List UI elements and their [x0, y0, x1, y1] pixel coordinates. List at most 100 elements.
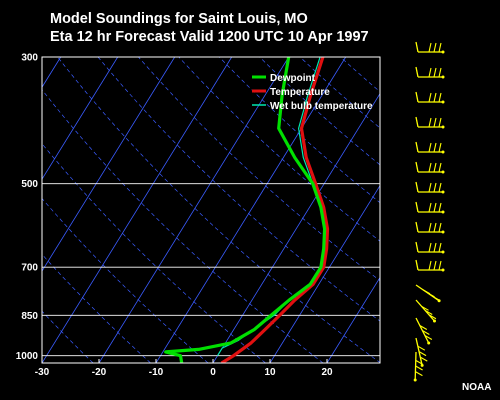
wind-barb-flag: [420, 356, 428, 362]
wind-barb: [415, 317, 433, 345]
wind-barb-station: [441, 210, 445, 214]
wind-barb-flag: [428, 67, 432, 78]
chart-title: Model Soundings for Saint Louis, MO: [50, 11, 308, 27]
legend-label-wet-bulb: Wet bulb temperature: [270, 101, 373, 112]
temperature-tick-label: -20: [92, 367, 107, 378]
wind-barb-station: [441, 75, 445, 79]
dry-adiabat-line: [97, 57, 380, 322]
wind-barb-staff: [415, 116, 419, 128]
isotherm-line: [0, 57, 4, 363]
pressure-tick-label: 500: [21, 179, 38, 190]
wind-barb-flag: [421, 305, 429, 311]
wind-barb: [415, 299, 437, 323]
dewpoint-trace: [164, 57, 327, 363]
wind-barb-flag: [422, 329, 430, 335]
wind-barb-flag: [417, 345, 426, 351]
temperature-tick-label: 0: [210, 367, 216, 378]
wind-barb: [415, 241, 445, 254]
wind-barb-flag: [424, 334, 433, 340]
wind-barb-staff: [415, 221, 419, 233]
dry-adiabat-line: [462, 57, 500, 363]
wind-barb: [413, 351, 424, 382]
wind-barb-station: [437, 299, 441, 303]
wind-barb-flag: [433, 202, 437, 213]
isotherm-line: [441, 57, 500, 363]
wind-barb-flag: [438, 142, 442, 153]
wind-barb: [415, 201, 445, 214]
wind-barb-flag: [438, 42, 442, 53]
pressure-tick-label: 1000: [16, 351, 39, 362]
wind-barb-shaft: [414, 351, 417, 381]
pressure-tick-label: 700: [21, 263, 38, 274]
wind-barb-station: [441, 125, 445, 129]
wind-barb-flag: [431, 295, 440, 301]
wind-barb-station: [427, 341, 431, 345]
wind-barb-flag: [433, 92, 437, 103]
temperature-tick-labels: -30 -20 -10 0 10 20: [35, 359, 333, 378]
wind-barb-flag: [433, 242, 437, 253]
pressure-tick-label: 300: [21, 53, 38, 64]
temperature-tick-label: -30: [35, 367, 50, 378]
isotherm-line: [42, 57, 119, 180]
temperature-tick-label: 20: [321, 367, 333, 378]
isotherm-line: [42, 57, 233, 363]
isotherm-line: [212, 92, 380, 363]
wind-barb-staff: [415, 259, 419, 271]
wind-barb: [415, 91, 445, 104]
wind-barb-flag: [438, 92, 442, 103]
plot-frame: [41, 56, 381, 364]
credit-label: NOAA: [462, 382, 492, 393]
dry-adiabat-line: [138, 57, 380, 282]
dry-adiabat-line: [42, 253, 151, 363]
wind-barb: [415, 337, 428, 367]
wind-barb-station: [420, 363, 424, 367]
wind-barb-flag: [433, 222, 437, 233]
wind-barb-flag: [419, 325, 428, 330]
wind-barb-staff: [415, 181, 419, 193]
wind-barb: [415, 221, 445, 234]
wind-barb-flag: [428, 162, 432, 173]
wind-barb-staff: [415, 91, 419, 103]
dry-adiabat-line: [381, 57, 500, 363]
wind-barb-flag: [433, 142, 437, 153]
wind-barb: [415, 41, 445, 54]
wind-barb-staff: [415, 161, 419, 173]
wind-barb-flag: [433, 42, 437, 53]
wind-barb: [415, 259, 445, 272]
wind-barb-flag: [433, 182, 437, 193]
legend-label-temperature: Temperature: [270, 87, 330, 98]
legend-label-dewpoint: Dewpoint: [270, 73, 316, 84]
temperature-trace: [220, 57, 330, 363]
wind-barb-staff: [415, 66, 419, 78]
wind-barb-flag: [415, 371, 423, 377]
wind-barb-flag: [428, 42, 432, 53]
wind-barb-flag: [428, 92, 432, 103]
dry-adiabat-line: [178, 57, 380, 242]
wind-barb: [415, 141, 445, 154]
wind-barb-flag: [438, 117, 442, 128]
chart-subtitle: Eta 12 hr Forecast Valid 1200 UTC 10 Apr…: [50, 29, 369, 45]
wind-barbs: [413, 41, 445, 382]
wind-barb-station: [413, 378, 417, 382]
wind-barb-flag: [438, 182, 442, 193]
wind-barb: [415, 161, 445, 174]
isotherm-grid: [0, 57, 500, 363]
wind-barb-flag: [428, 202, 432, 213]
wind-barb-flag: [438, 260, 442, 271]
isotherm-line: [269, 184, 380, 363]
dry-adiabat-line: [42, 310, 94, 363]
wind-barb-flag: [424, 310, 433, 315]
wind-barb: [415, 181, 445, 194]
wind-barb-station: [441, 190, 445, 194]
dry-adiabat-line: [42, 89, 324, 363]
isobar-grid: [42, 183, 380, 357]
dry-adiabat-line: [259, 57, 380, 166]
wind-barb-flag: [428, 314, 437, 320]
temperature-tick-label: 10: [264, 367, 276, 378]
pressure-tick-label: 850: [21, 311, 38, 322]
wind-barb-staff: [415, 141, 419, 153]
wind-barb-flag: [428, 260, 432, 271]
dry-adiabat-line: [42, 143, 266, 363]
wind-barb-flag: [433, 162, 437, 173]
